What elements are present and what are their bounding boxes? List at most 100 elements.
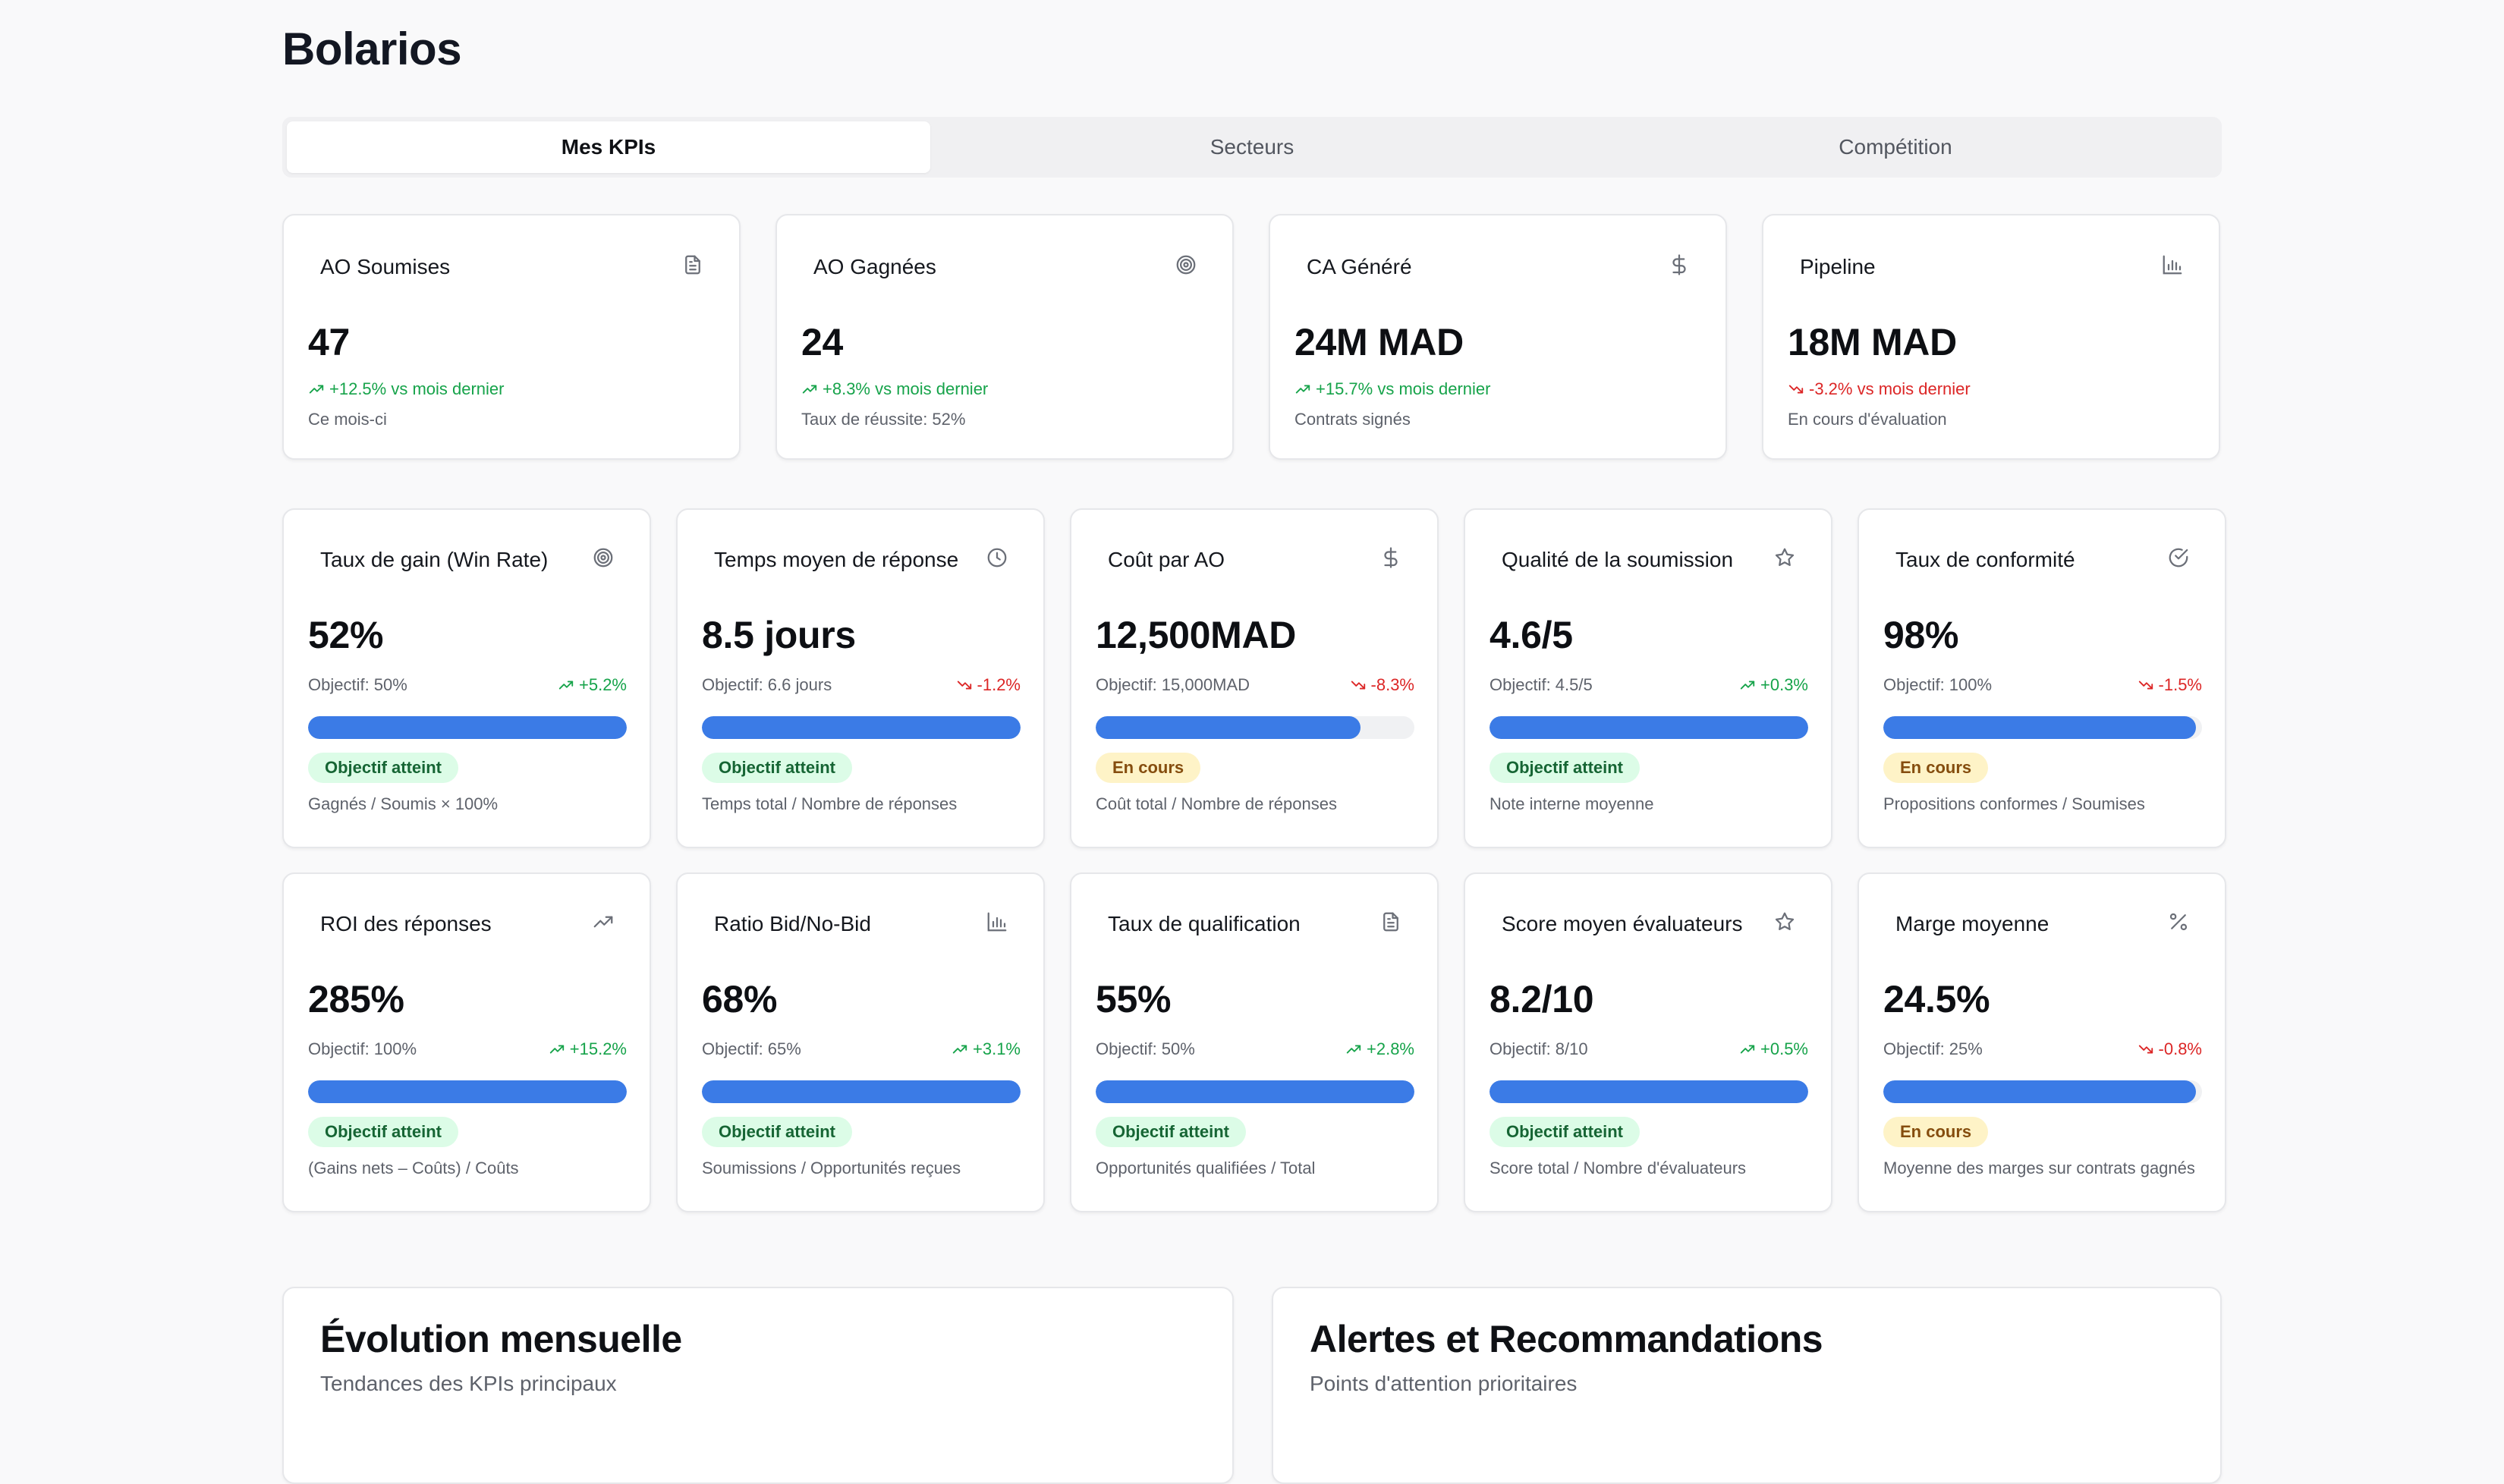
kpi-objective: Objectif: 6.6 jours	[702, 675, 832, 694]
trending-up-icon	[308, 381, 325, 398]
summary-card[interactable]: CA Généré 24M MAD +15.7% vs mois dernier Co…	[1269, 214, 1727, 460]
summary-card-value: 18M MAD	[1788, 321, 1957, 363]
summary-card-trend: +15.7% vs mois dernier	[1294, 379, 1491, 399]
evolution-subtitle: Tendances des KPIs principaux	[320, 1372, 617, 1395]
kpi-progress-fill	[702, 1080, 1021, 1103]
kpi-card[interactable]: Taux de qualification 55% Objectif: 50% +2.…	[1070, 872, 1439, 1212]
status-badge: Objectif atteint	[1490, 1117, 1640, 1147]
tab-competition[interactable]: Compétition	[1839, 135, 1952, 159]
kpi-progress-fill	[308, 1080, 627, 1103]
star-icon	[1773, 910, 1796, 933]
kpi-card-title: Marge moyenne	[1895, 912, 2049, 935]
kpi-card-value: 68%	[702, 978, 778, 1020]
kpi-delta: +3.1%	[952, 1039, 1021, 1059]
target-icon	[592, 546, 615, 569]
kpi-objective: Objectif: 25%	[1883, 1039, 1983, 1058]
status-badge: Objectif atteint	[1096, 1117, 1247, 1147]
tab-secteurs[interactable]: Secteurs	[1210, 135, 1294, 159]
kpi-card-value: 98%	[1883, 614, 1959, 656]
trending-down-icon	[1788, 381, 1804, 398]
target-icon	[1175, 253, 1197, 276]
kpi-objective: Objectif: 4.5/5	[1490, 675, 1593, 694]
summary-card-title: AO Gagnées	[813, 255, 936, 278]
trending-down-icon	[2138, 677, 2154, 693]
summary-card-trend-text: +12.5% vs mois dernier	[329, 379, 505, 398]
kpi-delta: -1.5%	[2138, 675, 2202, 695]
kpi-card-title: Score moyen évaluateurs	[1502, 912, 1743, 935]
kpi-delta-text: +0.3%	[1760, 675, 1808, 694]
kpi-delta: -8.3%	[1350, 675, 1414, 695]
summary-card-trend: -3.2% vs mois dernier	[1788, 379, 1971, 399]
summary-card-note: Taux de réussite: 52%	[801, 410, 966, 429]
summary-card-title: AO Soumises	[320, 255, 451, 278]
summary-card[interactable]: AO Gagnées 24 +8.3% vs mois dernier Taux de…	[775, 214, 1234, 460]
kpi-card[interactable]: Marge moyenne 24.5% Objectif: 25% -0.8% En c…	[1858, 872, 2226, 1212]
status-badge: Objectif atteint	[702, 1117, 853, 1147]
kpi-progress-bar	[1096, 716, 1414, 739]
kpi-card[interactable]: Taux de gain (Win Rate) 52% Objectif: 50% +…	[282, 508, 651, 848]
kpi-progress-bar	[1096, 1080, 1414, 1103]
trending-down-icon	[2138, 1041, 2154, 1058]
kpi-card[interactable]: Taux de conformité 98% Objectif: 100% -1.5%…	[1858, 508, 2226, 848]
kpi-delta-text: -1.2%	[977, 675, 1021, 694]
kpi-card-value: 52%	[308, 614, 384, 656]
kpi-card[interactable]: Score moyen évaluateurs 8.2/10 Objectif: 8…	[1464, 872, 1832, 1212]
status-badge: En cours	[1883, 1117, 1989, 1147]
trending-up-icon	[592, 910, 615, 933]
summary-card-trend-text: -3.2% vs mois dernier	[1809, 379, 1971, 398]
trending-down-icon	[956, 677, 973, 693]
kpi-card-value: 285%	[308, 978, 404, 1020]
kpi-delta-text: -1.5%	[2158, 675, 2202, 694]
kpi-card[interactable]: Temps moyen de réponse 8.5 jours Objectif:…	[676, 508, 1045, 848]
alerts-subtitle: Points d'attention prioritaires	[1310, 1372, 1578, 1395]
kpi-delta: +15.2%	[549, 1039, 627, 1059]
kpi-card-value: 24.5%	[1883, 978, 1990, 1020]
kpi-card-value: 4.6/5	[1490, 614, 1573, 656]
kpi-delta: +0.3%	[1739, 675, 1808, 695]
summary-card-note: Ce mois-ci	[308, 410, 387, 429]
kpi-delta: -0.8%	[2138, 1039, 2202, 1059]
summary-card[interactable]: Pipeline 18M MAD -3.2% vs mois dernier En c…	[1762, 214, 2220, 460]
tab-mes-kpis[interactable]: Mes KPIs	[287, 121, 930, 173]
summary-card-value: 47	[308, 321, 351, 363]
kpi-objective: Objectif: 8/10	[1490, 1039, 1588, 1058]
kpi-delta-text: -8.3%	[1370, 675, 1414, 694]
kpi-formula: Temps total / Nombre de réponses	[702, 794, 958, 813]
trending-up-icon	[549, 1041, 565, 1058]
kpi-delta-text: +3.1%	[973, 1039, 1021, 1058]
status-badge: Objectif atteint	[308, 1117, 459, 1147]
kpi-progress-bar	[308, 716, 627, 739]
kpi-card-title: Ratio Bid/No-Bid	[714, 912, 871, 935]
kpi-card[interactable]: ROI des réponses 285% Objectif: 100% +15.2%…	[282, 872, 651, 1212]
kpi-progress-fill	[1883, 1080, 2196, 1103]
summary-card-title: CA Généré	[1307, 255, 1412, 278]
star-icon	[1773, 546, 1796, 569]
kpi-progress-fill	[1883, 716, 2196, 739]
status-badge: Objectif atteint	[308, 753, 459, 783]
kpi-card[interactable]: Ratio Bid/No-Bid 68% Objectif: 65% +3.1% Obj…	[676, 872, 1045, 1212]
kpi-progress-bar	[1883, 716, 2202, 739]
kpi-formula: Gagnés / Soumis × 100%	[308, 794, 499, 813]
summary-card-value: 24	[801, 321, 844, 363]
percent-icon	[2167, 910, 2190, 933]
kpi-formula: Note interne moyenne	[1490, 794, 1654, 813]
evolution-title: Évolution mensuelle	[320, 1318, 682, 1360]
kpi-card-title: Taux de gain (Win Rate)	[320, 548, 549, 571]
kpi-progress-bar	[1883, 1080, 2202, 1103]
dollar-icon	[1379, 546, 1402, 569]
status-badge: En cours	[1883, 753, 1989, 783]
kpi-delta: +0.5%	[1739, 1039, 1808, 1059]
kpi-formula: Moyenne des marges sur contrats gagnés	[1883, 1159, 2195, 1177]
summary-card-value: 24M MAD	[1294, 321, 1464, 363]
kpi-formula: Score total / Nombre d'évaluateurs	[1490, 1159, 1747, 1177]
kpi-progress-fill	[702, 716, 1021, 739]
kpi-delta-text: +0.5%	[1760, 1039, 1808, 1058]
kpi-card[interactable]: Qualité de la soumission 4.6/5 Objectif: 4…	[1464, 508, 1832, 848]
kpi-progress-fill	[1490, 1080, 1808, 1103]
kpi-card[interactable]: Coût par AO 12,500MAD Objectif: 15,000MAD -…	[1070, 508, 1439, 848]
trending-up-icon	[558, 677, 574, 693]
clock-icon	[986, 546, 1008, 569]
status-badge: Objectif atteint	[1490, 753, 1640, 783]
summary-card[interactable]: AO Soumises 47 +12.5% vs mois dernier Ce mo…	[282, 214, 741, 460]
document-icon	[681, 253, 704, 276]
